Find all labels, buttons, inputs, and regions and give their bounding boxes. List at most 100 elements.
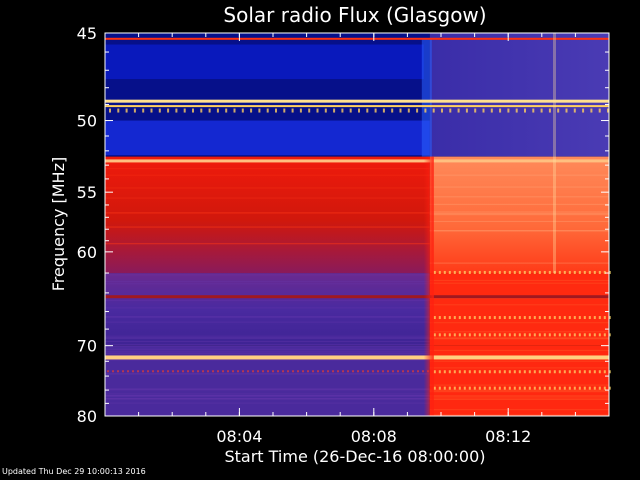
texture-streak — [105, 341, 430, 343]
dotted-emission — [443, 333, 446, 337]
dotted-emission — [473, 316, 476, 320]
dotted-emission-pre — [157, 370, 159, 373]
dotted-emission-pre — [307, 370, 309, 373]
dotted-emission — [458, 386, 461, 390]
texture-streak — [429, 391, 609, 393]
dotted-emission-pre — [377, 370, 379, 373]
dotted-emission — [433, 370, 436, 374]
dotted-emission — [558, 370, 561, 374]
dotted-emission — [438, 333, 441, 337]
texture-streak — [429, 304, 609, 306]
dotted-emission — [533, 386, 536, 390]
dotted-emission — [593, 270, 596, 274]
dotted-emission-pre — [297, 370, 299, 373]
interference-comb — [341, 108, 344, 113]
dotted-emission — [493, 316, 496, 320]
interference-line — [105, 105, 609, 108]
interference-comb — [225, 108, 228, 113]
dotted-emission — [498, 333, 501, 337]
interference-comb — [590, 108, 593, 113]
texture-streak — [105, 226, 430, 228]
dotted-emission — [433, 386, 436, 390]
texture-streak — [105, 281, 430, 283]
texture-streak — [429, 196, 609, 198]
dotted-emission — [488, 386, 491, 390]
interference-line — [105, 159, 609, 163]
dotted-emission — [448, 270, 451, 274]
dotted-emission-pre — [192, 370, 194, 373]
dotted-emission-pre — [172, 370, 174, 373]
dotted-emission — [463, 270, 466, 274]
dotted-emission — [513, 386, 516, 390]
interference-comb — [358, 108, 360, 113]
dotted-emission — [603, 270, 606, 274]
dotted-emission — [563, 370, 566, 374]
texture-streak — [105, 398, 430, 400]
texture-streak — [429, 279, 609, 281]
interference-comb — [548, 108, 551, 113]
band-before-2 — [105, 273, 430, 346]
texture-streak — [105, 395, 430, 397]
texture-streak — [429, 186, 609, 188]
texture-streak — [105, 212, 430, 214]
dotted-emission — [553, 370, 556, 374]
dotted-emission-pre — [397, 370, 399, 373]
dotted-emission — [543, 316, 546, 320]
texture-streak — [429, 230, 609, 232]
texture-streak — [429, 212, 609, 214]
dotted-emission-pre — [372, 370, 374, 373]
y-tick-label: 55 — [77, 183, 97, 202]
interference-comb — [474, 108, 477, 113]
texture-streak — [429, 384, 609, 386]
texture-streak — [429, 282, 609, 284]
y-axis-ticks: 45 50 55 60 70 80 — [77, 24, 609, 426]
dotted-emission — [473, 386, 476, 390]
dotted-emission — [518, 333, 521, 337]
dotted-emission — [523, 370, 526, 374]
interference-comb — [407, 108, 410, 113]
dotted-emission — [543, 270, 546, 274]
interference-comb — [499, 108, 502, 113]
dotted-emission — [503, 333, 506, 337]
dotted-emission — [443, 270, 446, 274]
texture-streak — [429, 349, 609, 351]
dotted-emission-pre — [282, 370, 284, 373]
dotted-emission-pre — [262, 370, 264, 373]
dotted-emission-pre — [332, 370, 334, 373]
interference-comb — [158, 108, 161, 113]
texture-streak — [105, 389, 430, 391]
interference-comb — [515, 108, 518, 113]
dotted-emission — [448, 316, 451, 320]
dotted-emission-pre — [112, 370, 114, 373]
dotted-emission-pre — [337, 370, 339, 373]
texture-streak — [429, 409, 609, 411]
dotted-emission-pre — [237, 370, 239, 373]
texture-streak — [105, 397, 430, 399]
dotted-emission — [528, 386, 531, 390]
dotted-emission — [588, 386, 591, 390]
texture-streak — [105, 243, 430, 245]
texture-streak — [429, 398, 609, 400]
texture-streak — [105, 307, 430, 309]
interference-comb — [192, 108, 194, 113]
dotted-emission-pre — [232, 370, 234, 373]
interference-comb — [598, 108, 601, 113]
dotted-emission — [548, 316, 551, 320]
chart-title: Solar radio Flux (Glasgow) — [223, 3, 486, 27]
dotted-emission — [468, 370, 471, 374]
texture-streak — [429, 211, 609, 213]
dotted-emission — [458, 316, 461, 320]
dotted-emission — [453, 270, 456, 274]
texture-streak — [105, 187, 430, 189]
texture-streak — [105, 316, 430, 318]
dotted-emission-pre — [277, 370, 279, 373]
texture-streak — [105, 393, 430, 395]
dotted-emission-pre — [292, 370, 294, 373]
dotted-emission — [528, 333, 531, 337]
texture-streak — [105, 359, 430, 361]
texture-streak — [105, 388, 430, 390]
interference-comb — [482, 108, 485, 113]
dotted-emission — [598, 270, 601, 274]
dotted-emission-pre — [167, 370, 169, 373]
dotted-emission — [443, 386, 446, 390]
